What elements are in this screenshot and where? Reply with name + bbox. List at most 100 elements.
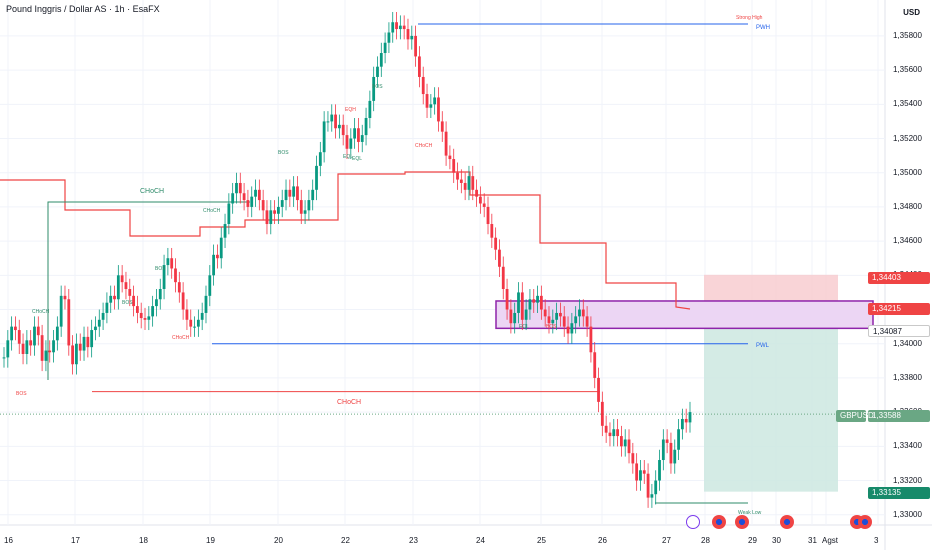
us-flag-event-icon[interactable] <box>858 515 872 529</box>
candle-body <box>299 200 303 214</box>
candle-body <box>494 237 498 250</box>
candle-body <box>673 449 677 464</box>
bos-label: BOS <box>278 150 289 156</box>
candle-body <box>174 268 177 283</box>
candle-body <box>669 442 673 464</box>
candle-body <box>78 343 82 351</box>
x-tick-label: 30 <box>772 536 781 545</box>
candle-body <box>254 189 257 197</box>
candle-body <box>471 176 475 190</box>
chart-title: Pound Inggris / Dollar AS · 1h · EsaFX <box>6 4 160 14</box>
x-tick-label: 27 <box>662 536 671 545</box>
candle-body <box>429 104 433 108</box>
candle-body <box>395 22 398 30</box>
candle-body <box>29 340 33 346</box>
candle-body <box>501 266 505 290</box>
candle-body <box>349 138 353 149</box>
candle-body <box>467 176 471 190</box>
candle-body <box>379 53 383 67</box>
candle-body <box>139 312 143 319</box>
candle-body <box>17 330 21 344</box>
candle-body <box>627 439 631 454</box>
candle-body <box>334 114 337 129</box>
bos-label: BOS <box>155 266 166 272</box>
candle-body <box>273 210 276 214</box>
candle-body <box>360 135 364 142</box>
eql-label: EQL <box>343 154 353 160</box>
candle-body <box>14 326 17 331</box>
candle-body <box>536 295 539 303</box>
candle-body <box>303 210 307 214</box>
candle-body <box>36 326 40 336</box>
candle-body <box>543 309 547 317</box>
y-tick-label: 1,33200 <box>893 475 922 485</box>
candle-body <box>570 323 574 334</box>
candle-body <box>59 295 63 327</box>
candle-body <box>63 295 67 300</box>
choch-small-label: CHoCH <box>32 309 50 315</box>
candle-body <box>10 326 14 341</box>
candle-body <box>33 326 36 346</box>
candle-body <box>387 32 391 43</box>
candle-body <box>307 200 311 211</box>
candle-body <box>654 480 658 495</box>
y-tick-label: 1,34800 <box>893 201 922 211</box>
candle-body <box>661 439 665 461</box>
choch-green-label: CHoCH <box>140 188 164 195</box>
x-tick-label: 19 <box>206 536 215 545</box>
candle-body <box>196 319 200 327</box>
y-tick-label: 1,35800 <box>893 30 922 40</box>
candle-body <box>562 316 566 327</box>
symbol-tag: GBPUSD <box>836 410 874 422</box>
us-flag-event-icon[interactable] <box>735 515 749 529</box>
candle-body <box>181 292 185 310</box>
candle-body <box>116 275 120 300</box>
candle-body <box>463 182 467 190</box>
us-flag-event-icon[interactable] <box>780 515 794 529</box>
candle-body <box>566 326 570 334</box>
candle-body <box>353 128 357 139</box>
us-flag-event-icon[interactable] <box>712 515 726 529</box>
ema-line <box>0 171 691 310</box>
candle-body <box>94 326 97 331</box>
x-tick-label: 20 <box>274 536 283 545</box>
candle-body <box>269 210 273 225</box>
candle-body <box>597 377 600 402</box>
take-profit-zone <box>704 328 838 492</box>
candle-body <box>383 42 387 54</box>
candle-body <box>635 463 639 481</box>
candle-body <box>437 97 440 122</box>
candle-body <box>505 289 509 310</box>
candle-body <box>48 350 52 353</box>
candle-body <box>250 196 254 207</box>
pwh-label: PWH <box>756 25 770 31</box>
price-tag-target: 1,33135 <box>868 487 930 499</box>
candle-body <box>623 439 627 447</box>
candle-body <box>242 193 246 201</box>
candle-body <box>642 470 646 474</box>
bos-label: BOS <box>122 300 133 306</box>
candle-body <box>124 282 128 290</box>
candle-body <box>246 200 250 207</box>
candle-body <box>86 336 90 348</box>
candle-body <box>593 352 597 378</box>
y-tick-label: 1,35200 <box>893 133 922 143</box>
candle-body <box>151 306 155 317</box>
x-tick-label: 31 <box>808 536 817 545</box>
lightning-event-icon[interactable] <box>686 515 700 529</box>
eqh-label: EQH <box>345 107 356 113</box>
candle-body <box>55 326 59 341</box>
candle-body <box>520 292 524 320</box>
currency-label: USD <box>903 8 920 17</box>
candle-body <box>357 128 360 142</box>
bos-label: BOS <box>16 391 27 397</box>
candle-body <box>402 25 406 30</box>
y-tick-label: 1,33800 <box>893 372 922 382</box>
candle-body <box>128 289 132 296</box>
candle-body <box>296 186 299 201</box>
candle-body <box>185 309 189 320</box>
y-tick-label: 1,35400 <box>893 99 922 109</box>
candle-body <box>337 124 341 129</box>
candle-body <box>132 295 135 307</box>
